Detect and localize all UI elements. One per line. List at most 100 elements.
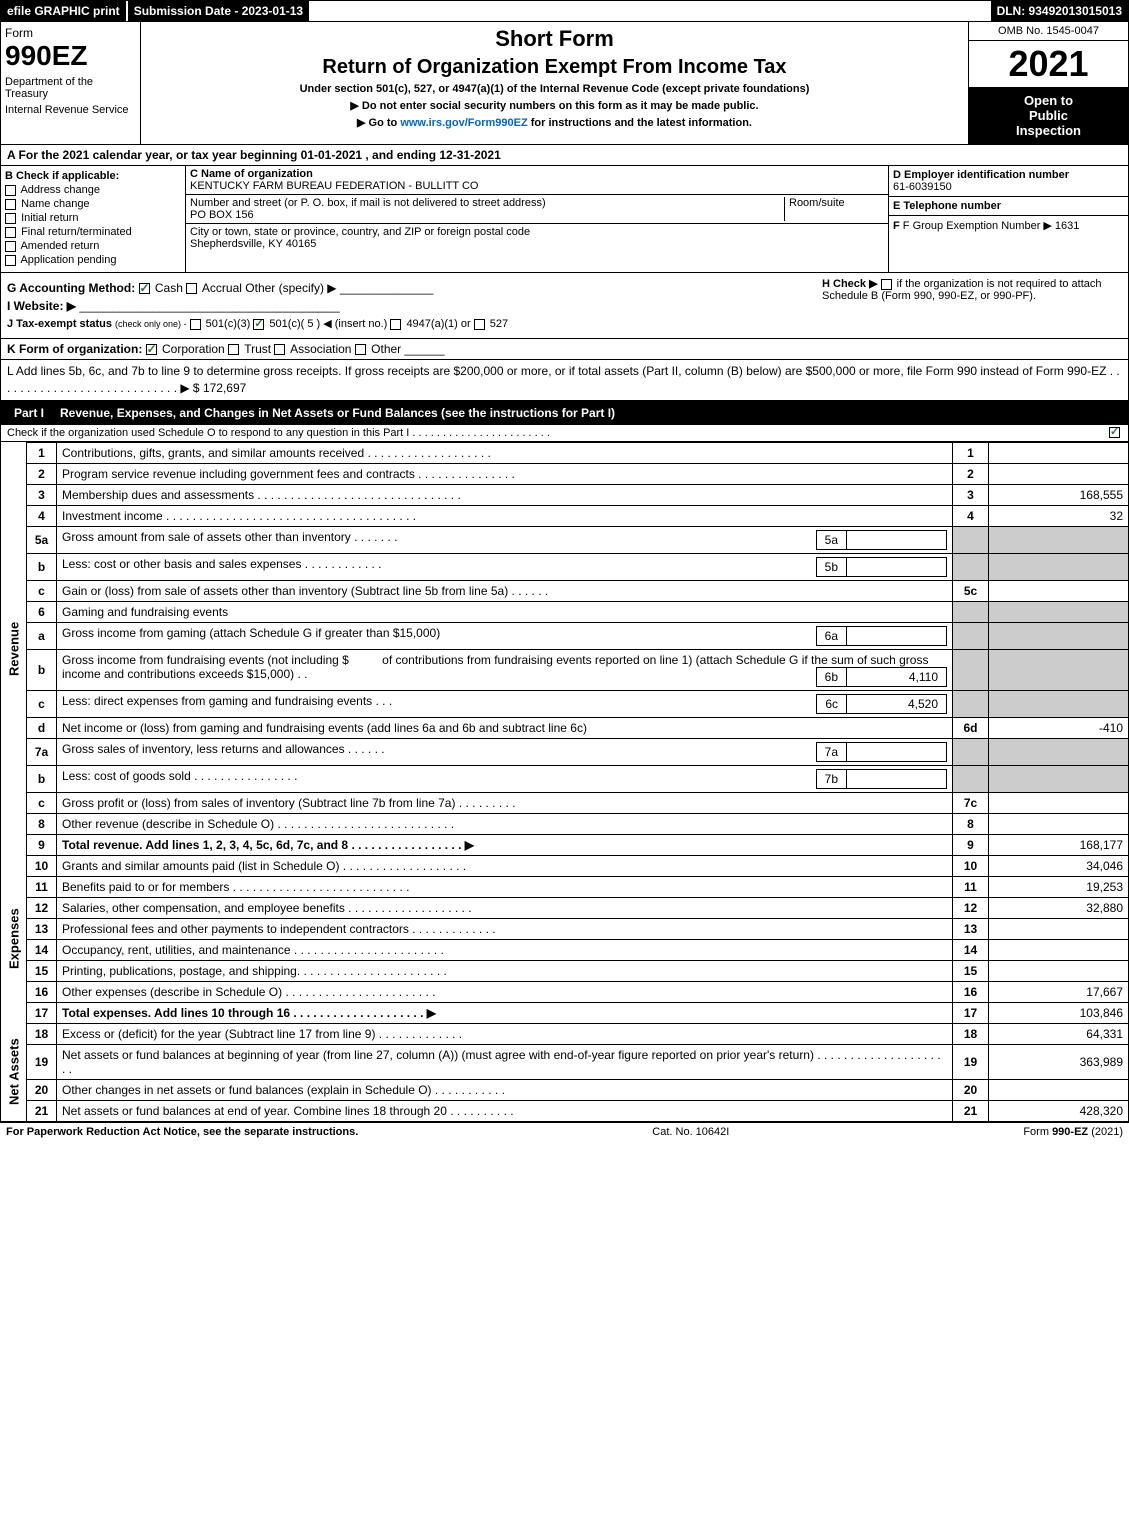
l19-n: 19 [27, 1044, 57, 1079]
dept-irs: Internal Revenue Service [5, 104, 136, 116]
l14-v [989, 939, 1129, 960]
irs-link[interactable]: www.irs.gov/Form990EZ [400, 117, 527, 129]
l14-bn: 14 [953, 939, 989, 960]
l18-d: Excess or (deficit) for the year (Subtra… [57, 1023, 953, 1044]
l6b-bn [953, 649, 989, 690]
l15-n: 15 [27, 960, 57, 981]
chk-527[interactable] [474, 319, 485, 330]
chk-cash[interactable] [139, 283, 150, 294]
l6c-n: c [27, 690, 57, 717]
chk-trust[interactable] [228, 344, 239, 355]
chk-schedule-b[interactable] [881, 279, 892, 290]
l4-d: Investment income . . . . . . . . . . . … [57, 505, 953, 526]
l6d-bn: 6d [953, 717, 989, 738]
l7a-d: Gross sales of inventory, less returns a… [57, 738, 953, 765]
sidelabel-expenses: Expenses [1, 855, 27, 1023]
l12-v: 32,880 [989, 897, 1129, 918]
chk-initial-return[interactable] [5, 213, 16, 224]
l5a-grey [989, 526, 1129, 553]
goto-pre: ▶ Go to [357, 117, 400, 129]
section-ghij: G Accounting Method: Cash Accrual Other … [0, 273, 1129, 339]
ssn-warning: ▶ Do not enter social security numbers o… [145, 99, 964, 112]
short-form-title: Short Form [145, 26, 964, 52]
l9-v: 168,177 [989, 834, 1129, 855]
chk-assoc[interactable] [274, 344, 285, 355]
chk-accrual[interactable] [186, 283, 197, 294]
j-o2: 501(c)( 5 ) ◀ (insert no.) [269, 318, 387, 330]
l20-d: Other changes in net assets or fund bala… [57, 1079, 953, 1100]
top-bar: efile GRAPHIC print Submission Date - 20… [0, 0, 1129, 22]
org-city: Shepherdsville, KY 40165 [190, 238, 884, 250]
l12-d: Salaries, other compensation, and employ… [57, 897, 953, 918]
l1-v [989, 442, 1129, 463]
l17-n: 17 [27, 1002, 57, 1023]
l9-n: 9 [27, 834, 57, 855]
g-accrual: Accrual [202, 281, 242, 295]
l4-bn: 4 [953, 505, 989, 526]
l21-bn: 21 [953, 1100, 989, 1121]
efile-print-button[interactable]: efile GRAPHIC print [1, 1, 126, 21]
l5b-ib: 5b [816, 557, 847, 577]
l3-bn: 3 [953, 484, 989, 505]
k-trust: Trust [244, 342, 271, 356]
i-line: I Website: ▶ ___________________________… [7, 299, 822, 313]
part1-label: Part I [6, 404, 52, 422]
l4-n: 4 [27, 505, 57, 526]
l6-grey [989, 601, 1129, 622]
l18-v: 64,331 [989, 1023, 1129, 1044]
sidelabel-netassets: Net Assets [1, 1023, 27, 1121]
l8-bn: 8 [953, 813, 989, 834]
chk-pending[interactable] [5, 255, 16, 266]
l5a-n: 5a [27, 526, 57, 553]
dept-treasury: Department of the Treasury [5, 76, 136, 100]
l20-v [989, 1079, 1129, 1100]
chk-amended[interactable] [5, 241, 16, 252]
chk-address-change[interactable] [5, 185, 16, 196]
l18-bn: 18 [953, 1023, 989, 1044]
l1-n: 1 [27, 442, 57, 463]
l6c-iv: 4,520 [847, 694, 947, 714]
l7b-n: b [27, 765, 57, 792]
l14-n: 14 [27, 939, 57, 960]
chk-501c[interactable] [253, 319, 264, 330]
l7c-n: c [27, 792, 57, 813]
l5a-iv [847, 530, 947, 550]
l6a-bn [953, 622, 989, 649]
goto-post: for instructions and the latest informat… [528, 117, 752, 129]
l6a-n: a [27, 622, 57, 649]
l1-d: Contributions, gifts, grants, and simila… [57, 442, 953, 463]
chk-final-return[interactable] [5, 227, 16, 238]
form-number: 990EZ [5, 40, 136, 72]
l2-bn: 2 [953, 463, 989, 484]
l11-v: 19,253 [989, 876, 1129, 897]
l16-bn: 16 [953, 981, 989, 1002]
ein-value: 61-6039150 [893, 181, 1124, 193]
l12-n: 12 [27, 897, 57, 918]
l5b-d: Less: cost or other basis and sales expe… [57, 553, 953, 580]
g-cash: Cash [155, 281, 183, 295]
l5c-d: Gain or (loss) from sale of assets other… [57, 580, 953, 601]
l15-v [989, 960, 1129, 981]
footer: For Paperwork Reduction Act Notice, see … [0, 1122, 1129, 1141]
chk-4947[interactable] [390, 319, 401, 330]
k-corp: Corporation [162, 342, 225, 356]
chk-501c3[interactable] [190, 319, 201, 330]
chk-name-change[interactable] [5, 199, 16, 210]
i-label: I Website: ▶ [7, 299, 76, 313]
c-name-label: C Name of organization [190, 168, 884, 180]
l6a-desc: Gross income from gaming (attach Schedul… [62, 626, 440, 640]
form-label: Form [5, 26, 136, 40]
chk-other[interactable] [355, 344, 366, 355]
l6c-ib: 6c [816, 694, 847, 714]
l7c-d: Gross profit or (loss) from sales of inv… [57, 792, 953, 813]
l6c-grey [989, 690, 1129, 717]
col-def: D Employer identification number 61-6039… [888, 166, 1128, 272]
chk-schedule-o[interactable] [1109, 427, 1120, 438]
l21-v: 428,320 [989, 1100, 1129, 1121]
l3-d: Membership dues and assessments . . . . … [57, 484, 953, 505]
l5c-bn: 5c [953, 580, 989, 601]
chk-corp[interactable] [146, 344, 157, 355]
d-label: D Employer identification number [893, 169, 1124, 181]
f-label: F F Group Exemption Number ▶ 1631 [893, 219, 1124, 232]
l11-d: Benefits paid to or for members . . . . … [57, 876, 953, 897]
